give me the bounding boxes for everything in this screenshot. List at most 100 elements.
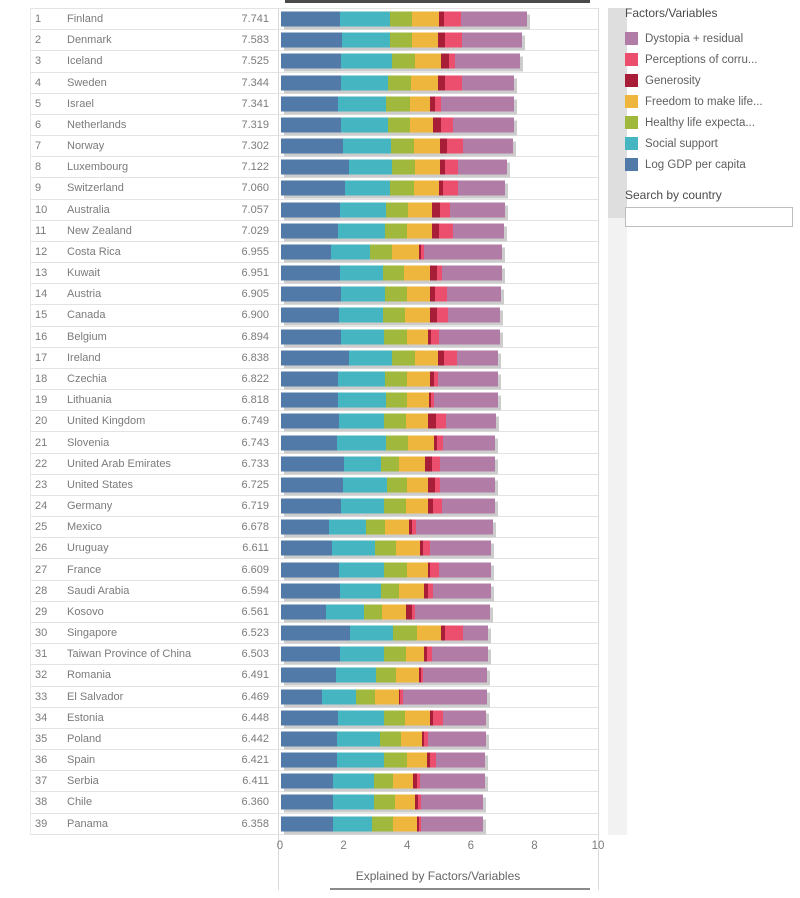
bar-segment-freedom-to-make-life-choices[interactable] (406, 329, 428, 345)
bar-segment-social-support[interactable] (338, 371, 386, 387)
bar-segment-social-support[interactable] (337, 752, 384, 768)
bar-segment-log-gdp-per-capita[interactable] (281, 53, 341, 69)
stacked-bar[interactable] (281, 540, 492, 556)
bar-segment-perceptions-of-corruption[interactable] (447, 138, 463, 154)
stacked-bar[interactable] (281, 731, 486, 747)
bar-segment-healthy-life-expectancy[interactable] (381, 583, 400, 599)
bar-segment-perceptions-of-corruption[interactable] (437, 435, 443, 451)
bar-segment-healthy-life-expectancy[interactable] (384, 710, 406, 726)
bar-segment-log-gdp-per-capita[interactable] (281, 562, 340, 578)
bar-segment-generosity[interactable] (408, 519, 413, 535)
stacked-bar[interactable] (281, 604, 490, 620)
bar-segment-log-gdp-per-capita[interactable] (281, 413, 340, 429)
stacked-bar[interactable] (281, 413, 496, 429)
bar-segment-log-gdp-per-capita[interactable] (281, 307, 339, 323)
legend-item[interactable]: Freedom to make life... (625, 91, 797, 112)
bar-segment-log-gdp-per-capita[interactable] (281, 244, 331, 260)
bar-segment-perceptions-of-corruption[interactable] (426, 646, 433, 662)
legend-item[interactable]: Dystopia + residual (625, 28, 797, 49)
table-row[interactable]: 3 Iceland 7.525 (31, 50, 598, 71)
bar-segment-social-support[interactable] (349, 625, 393, 641)
bar-segment-freedom-to-make-life-choices[interactable] (406, 752, 428, 768)
table-row[interactable]: 31 Taiwan Province of China 6.503 (31, 643, 598, 664)
bar-segment-freedom-to-make-life-choices[interactable] (404, 265, 431, 281)
bar-segment-freedom-to-make-life-choices[interactable] (398, 456, 425, 472)
bar-segment-social-support[interactable] (339, 202, 387, 218)
bar-segment-generosity[interactable] (414, 794, 418, 810)
bar-segment-dystopia-residual[interactable] (453, 117, 514, 133)
bar-segment-freedom-to-make-life-choices[interactable] (384, 519, 409, 535)
bar-segment-social-support[interactable] (349, 159, 393, 175)
stacked-bar[interactable] (281, 794, 484, 810)
stacked-bar[interactable] (281, 75, 515, 91)
bar-segment-log-gdp-per-capita[interactable] (281, 435, 338, 451)
bar-segment-dystopia-residual[interactable] (435, 752, 486, 768)
table-row[interactable]: 19 Lithuania 6.818 (31, 389, 598, 410)
bar-segment-social-support[interactable] (340, 646, 384, 662)
bar-segment-perceptions-of-corruption[interactable] (421, 244, 424, 260)
bar-segment-social-support[interactable] (326, 604, 365, 620)
table-row[interactable]: 30 Singapore 6.523 (31, 621, 598, 643)
bar-segment-perceptions-of-corruption[interactable] (434, 477, 441, 493)
bar-segment-healthy-life-expectancy[interactable] (376, 667, 396, 683)
bar-segment-dystopia-residual[interactable] (423, 667, 488, 683)
stacked-bar[interactable] (281, 286, 501, 302)
bar-segment-social-support[interactable] (348, 350, 393, 366)
bar-segment-dystopia-residual[interactable] (449, 202, 506, 218)
bar-segment-generosity[interactable] (438, 32, 445, 48)
bar-segment-perceptions-of-corruption[interactable] (412, 519, 417, 535)
bar-segment-perceptions-of-corruption[interactable] (443, 180, 459, 196)
stacked-bar[interactable] (281, 117, 514, 133)
bar-segment-healthy-life-expectancy[interactable] (379, 731, 401, 747)
bar-segment-social-support[interactable] (340, 583, 382, 599)
bar-segment-log-gdp-per-capita[interactable] (281, 752, 338, 768)
stacked-bar[interactable] (281, 773, 485, 789)
bar-segment-generosity[interactable] (428, 477, 435, 493)
bar-segment-log-gdp-per-capita[interactable] (281, 731, 337, 747)
bar-segment-generosity[interactable] (441, 625, 446, 641)
bar-segment-healthy-life-expectancy[interactable] (386, 96, 410, 112)
table-row[interactable]: 11 New Zealand 7.029 (31, 219, 598, 241)
bar-segment-perceptions-of-corruption[interactable] (430, 752, 436, 768)
bar-segment-healthy-life-expectancy[interactable] (384, 286, 408, 302)
bar-segment-healthy-life-expectancy[interactable] (383, 562, 407, 578)
bar-segment-perceptions-of-corruption[interactable] (431, 456, 440, 472)
bar-segment-social-support[interactable] (344, 456, 382, 472)
bar-segment-social-support[interactable] (340, 329, 385, 345)
bar-segment-perceptions-of-corruption[interactable] (430, 562, 439, 578)
bar-segment-freedom-to-make-life-choices[interactable] (412, 32, 439, 48)
stacked-bar[interactable] (281, 159, 508, 175)
table-row[interactable]: 37 Serbia 6.411 (31, 770, 598, 791)
bar-segment-freedom-to-make-life-choices[interactable] (410, 117, 434, 133)
bar-segment-dystopia-residual[interactable] (433, 392, 498, 408)
stacked-bar[interactable] (281, 350, 499, 366)
bar-segment-perceptions-of-corruption[interactable] (435, 286, 448, 302)
table-row[interactable]: 38 Chile 6.360 (31, 791, 598, 812)
bar-segment-generosity[interactable] (440, 138, 448, 154)
bar-segment-social-support[interactable] (341, 117, 388, 133)
bar-segment-social-support[interactable] (322, 689, 356, 705)
stacked-bar[interactable] (281, 477, 495, 493)
bar-segment-dystopia-residual[interactable] (462, 138, 514, 154)
bar-segment-freedom-to-make-life-choices[interactable] (414, 180, 439, 196)
table-row[interactable]: 36 Spain 6.421 (31, 749, 598, 770)
bar-segment-dystopia-residual[interactable] (421, 794, 484, 810)
bar-segment-generosity[interactable] (430, 265, 437, 281)
bar-segment-perceptions-of-corruption[interactable] (432, 498, 443, 514)
bar-segment-log-gdp-per-capita[interactable] (281, 604, 327, 620)
table-row[interactable]: 39 Panama 6.358 (31, 812, 598, 835)
bar-segment-dystopia-residual[interactable] (442, 710, 487, 726)
bar-segment-freedom-to-make-life-choices[interactable] (395, 540, 421, 556)
bar-segment-perceptions-of-corruption[interactable] (417, 794, 422, 810)
bar-segment-healthy-life-expectancy[interactable] (389, 11, 412, 27)
bar-segment-social-support[interactable] (337, 223, 385, 239)
legend-item[interactable]: Perceptions of corru... (625, 49, 797, 70)
bar-segment-social-support[interactable] (340, 75, 389, 91)
bar-segment-healthy-life-expectancy[interactable] (364, 604, 382, 620)
bar-segment-healthy-life-expectancy[interactable] (386, 392, 407, 408)
bar-segment-perceptions-of-corruption[interactable] (400, 689, 404, 705)
bar-segment-log-gdp-per-capita[interactable] (281, 223, 338, 239)
bar-segment-healthy-life-expectancy[interactable] (383, 646, 406, 662)
bar-segment-freedom-to-make-life-choices[interactable] (415, 53, 442, 69)
bar-segment-freedom-to-make-life-choices[interactable] (406, 392, 430, 408)
